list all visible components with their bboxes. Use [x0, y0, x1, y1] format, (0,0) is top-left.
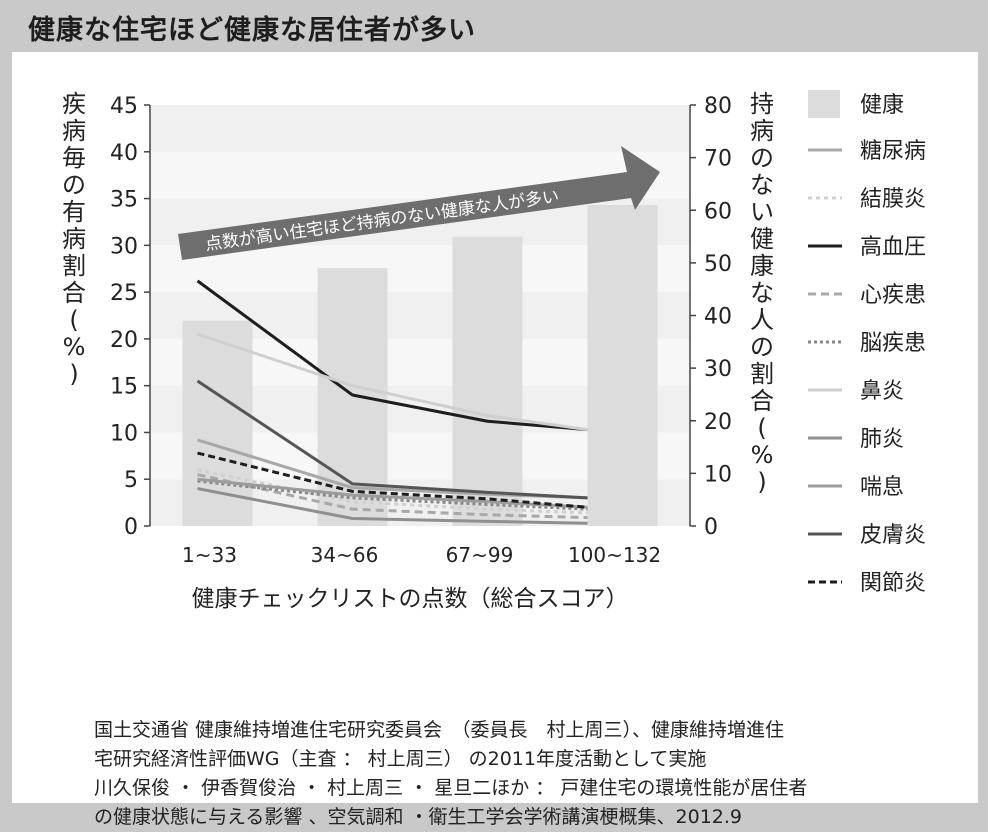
right-axis-label: )	[757, 468, 766, 496]
left-axis-label: 病	[62, 117, 86, 145]
right-axis-label: %	[751, 441, 774, 469]
legend-label: 結膜炎	[860, 187, 926, 212]
left-axis-label: の	[62, 171, 86, 199]
legend-label: 喘息	[860, 475, 904, 500]
right-axis-label: の	[750, 144, 774, 172]
left-axis-label: (	[69, 306, 78, 334]
right-tick-label: 20	[704, 410, 732, 435]
series-line	[197, 451, 588, 509]
left-axis-label: 有	[62, 198, 86, 226]
x-tick-label: 67~99	[446, 543, 514, 567]
legend-label: 肺炎	[860, 427, 904, 452]
legend-label: 皮膚炎	[860, 523, 926, 548]
right-axis-label: 割	[750, 360, 774, 388]
source-line: の健康状態に与える影響 、空気調和 ・衛生工学会学術講演梗概集、2012.9	[94, 806, 742, 828]
x-tick-label: 100~132	[568, 543, 661, 567]
grid-band	[150, 105, 690, 152]
chart-panel: 点数が高い住宅ほど持病のない健康な人が多い 0 5 10 15 20 25 30 35 40 45…	[12, 52, 978, 828]
series-line	[197, 487, 588, 525]
left-axis-label: 毎	[62, 144, 86, 172]
chart: 点数が高い住宅ほど持病のない健康な人が多い 051015202530354045…	[62, 90, 926, 612]
series-line	[197, 468, 588, 515]
series-line	[197, 479, 588, 511]
left-tick-label: 35	[110, 188, 138, 213]
series-line	[197, 473, 588, 520]
right-axis-label: 人	[750, 306, 774, 334]
right-axis-label: 合	[750, 387, 774, 415]
series-line	[196, 279, 588, 432]
source-line: 川久保俊 ・ 伊香賀俊治 ・ 村上周三 ・ 星旦二ほか ： 戸建住宅の環境性能が…	[94, 777, 808, 799]
left-axis-label: %	[63, 333, 86, 361]
right-axis-label: 病	[750, 117, 774, 145]
header-bar: 健康な住宅ほど健康な居住者が多い	[0, 0, 988, 52]
legend-label: 心疾患	[860, 283, 926, 308]
left-tick-label: 30	[110, 234, 138, 259]
left-tick-label: 45	[110, 94, 138, 119]
page-title: 健康な住宅ほど健康な居住者が多い	[28, 15, 476, 46]
bar-healthy	[587, 204, 658, 527]
x-tick-label: 1~33	[182, 543, 237, 567]
legend-label: 糖尿病	[860, 139, 926, 164]
source-line: 宅研究経済性評価WG（主査 ： 村上周三） の2011年度活動として実施	[94, 748, 707, 770]
left-tick-label: 25	[110, 281, 138, 306]
series-line	[197, 332, 588, 432]
right-tick-label: 40	[704, 305, 732, 330]
right-tick-label: 80	[704, 94, 732, 119]
right-tick-label: 30	[704, 357, 732, 382]
trend-arrow	[178, 146, 660, 260]
legend-label: 脳疾患	[860, 331, 926, 356]
left-tick-label: 15	[110, 375, 138, 400]
bar-healthy	[182, 320, 253, 526]
x-axis-label: 健康チェックリストの点数（総合スコア）	[192, 586, 629, 612]
left-axis-label: 疾	[62, 90, 86, 118]
right-axis-label: 康	[750, 252, 774, 280]
left-axis-label: 合	[62, 279, 86, 307]
left-tick-label: 20	[110, 328, 138, 353]
right-tick-label: 70	[704, 147, 732, 172]
left-axis-label: 割	[62, 252, 86, 280]
right-axis-label: 持	[750, 90, 774, 118]
left-axis-label: 病	[62, 225, 86, 253]
right-axis-label: な	[750, 279, 774, 307]
right-tick-label: 50	[704, 252, 732, 277]
source-citation: 国土交通省 健康維持増進住宅研究委員会 （委員長 村上周三）、健康維持増進住 宅…	[94, 716, 974, 832]
series-line	[196, 379, 588, 500]
left-tick-label: 0	[124, 515, 138, 540]
legend-label: 関節炎	[860, 571, 926, 596]
legend-label: 鼻炎	[860, 379, 904, 404]
right-axis-label: い	[750, 198, 774, 226]
right-axis-label: の	[750, 333, 774, 361]
left-tick-label: 5	[124, 468, 138, 493]
left-tick-label: 10	[110, 421, 138, 446]
source-line: 国土交通省 健康維持増進住宅研究委員会 （委員長 村上周三）、健康維持増進住	[94, 719, 785, 741]
right-axis-label: (	[757, 414, 766, 442]
right-tick-label: 60	[704, 199, 732, 224]
left-axis-label: )	[69, 360, 78, 388]
right-axis-label: 健	[750, 225, 774, 253]
right-tick-label: 10	[704, 462, 732, 487]
right-tick-label: 0	[704, 515, 718, 540]
legend-swatch-bar	[808, 90, 840, 118]
left-tick-label: 40	[110, 141, 138, 166]
x-tick-label: 34~66	[311, 543, 379, 567]
legend-label: 高血圧	[860, 235, 926, 260]
bar-healthy	[452, 236, 523, 526]
legend-label: 健康	[860, 93, 904, 118]
right-axis-label: な	[750, 171, 774, 199]
